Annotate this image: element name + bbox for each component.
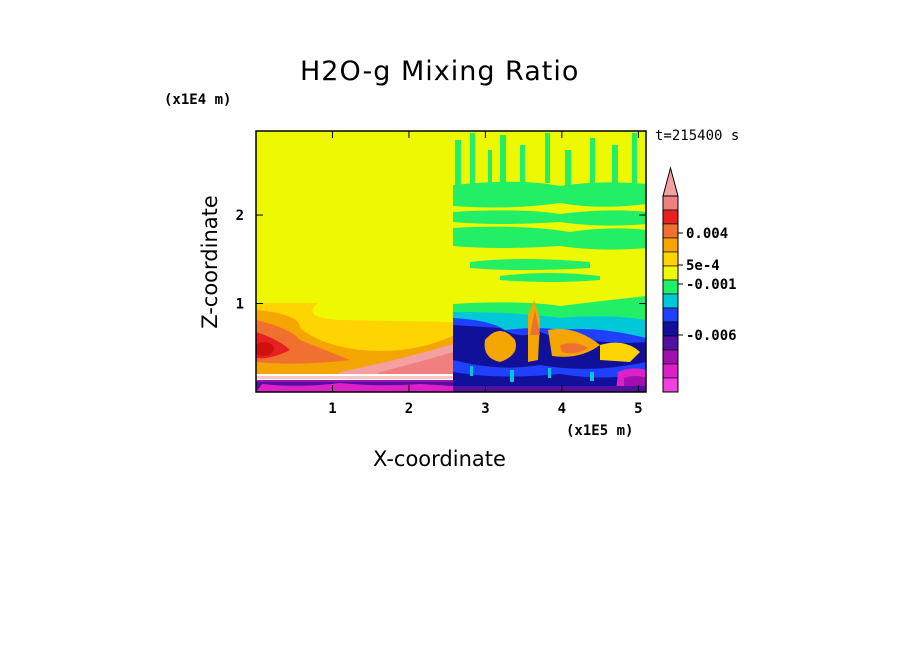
colorbar-swatch-level-13: [662, 363, 679, 379]
x-axis-label: X-coordinate: [373, 447, 506, 471]
y-axis-label: Z-coordinate: [198, 195, 222, 329]
colorbar-frame: [662, 195, 679, 393]
colorbar-label: 0.004: [686, 226, 728, 242]
x-tick-label: 3: [481, 401, 489, 417]
colorbar-swatch-level-5: [662, 251, 679, 267]
contour-field: [256, 131, 646, 392]
chart-title: H2O-g Mixing Ratio: [300, 56, 580, 87]
colorbar-label: -0.001: [686, 277, 737, 293]
colorbar-swatch-level-14: [662, 377, 679, 393]
time-label: t=215400 s: [655, 128, 740, 144]
colorbar-swatch-level-12: [662, 349, 679, 365]
x-multiplier-label: (x1E5 m): [566, 423, 634, 439]
colorbar-swatch-level-9: [662, 307, 679, 323]
colorbar-swatch-level-1: [662, 195, 679, 211]
colorbar-overflow-arrow: [662, 166, 679, 197]
colorbar-swatch-level-11: [662, 335, 679, 351]
y-tick-label: 2: [236, 208, 244, 224]
colorbar-swatch-level-3: [662, 223, 679, 239]
x-tick-label: 2: [405, 401, 413, 417]
colorbar-swatch-level-8: [662, 293, 679, 309]
x-tick-label: 5: [634, 401, 642, 417]
colorbar-swatch-level-7: [662, 279, 679, 295]
colorbar-swatch-level-10: [662, 321, 679, 337]
x-tick-label: 1: [328, 401, 336, 417]
y-multiplier-label: (x1E4 m): [164, 92, 232, 108]
colorbar-swatch-level-4: [662, 237, 679, 253]
colorbar-label: -0.006: [686, 328, 737, 344]
x-tick-label: 4: [558, 401, 566, 417]
plot-frame: [255, 130, 647, 393]
colorbar-swatch-level-6: [662, 265, 679, 281]
y-tick-label: 1: [236, 297, 244, 313]
colorbar-label: 5e-4: [686, 258, 720, 274]
colorbar-swatch-level-2: [662, 209, 679, 225]
